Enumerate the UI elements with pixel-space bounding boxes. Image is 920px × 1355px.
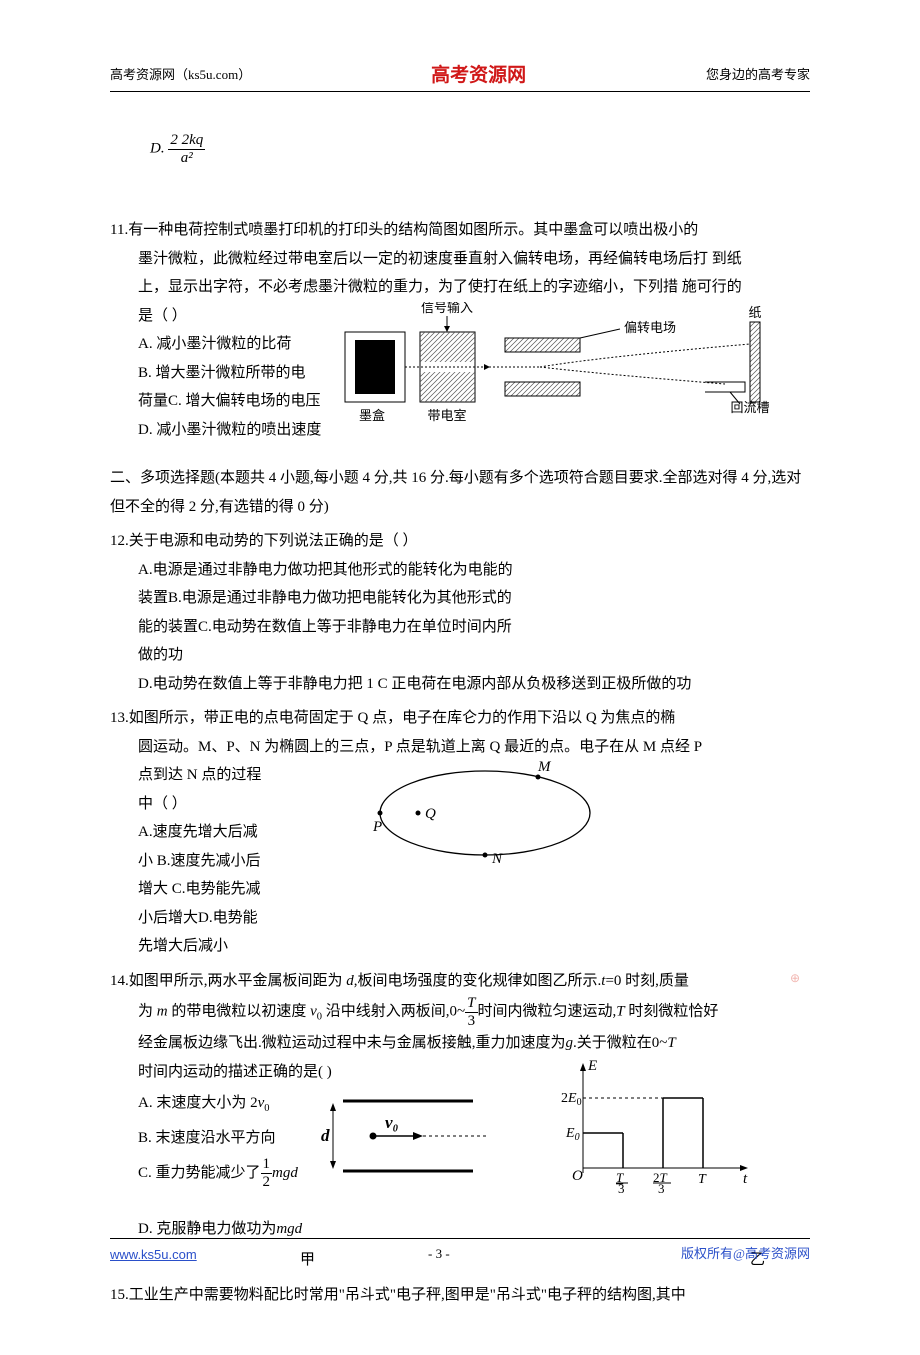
watermark-icon: ⊕ [790, 967, 800, 990]
svg-text:墨盒: 墨盒 [359, 408, 385, 423]
question-13: 13.如图所示，带正电的点电荷固定于 Q 点，电子在库仑力的作用下沿以 Q 为焦… [110, 704, 810, 961]
page-header: 高考资源网（ks5u.com） 高考资源网 您身边的高考专家 [110, 60, 810, 92]
svg-text:回流槽: 回流槽 [730, 400, 769, 415]
svg-text:信号输入: 信号输入 [421, 302, 473, 315]
svg-text:2E0: 2E0 [561, 1091, 582, 1108]
footer-left: www.ks5u.com [110, 1247, 197, 1262]
header-center: 高考资源网 [431, 60, 526, 87]
svg-text:M: M [537, 761, 552, 775]
footer-right: 版权所有@高考资源网 [681, 1243, 810, 1262]
section-2-header: 二、多项选择题(本题共 4 小题,每小题 4 分,共 16 分.每小题有多个选项… [110, 464, 810, 521]
svg-text:偏转电场: 偏转电场 [624, 320, 676, 335]
svg-text:E: E [587, 1058, 597, 1074]
q13-diagram: P Q M N [270, 761, 810, 877]
header-right: 您身边的高考专家 [706, 64, 810, 83]
svg-text:d: d [321, 1126, 330, 1145]
footer-page: - 3 - [428, 1246, 450, 1262]
q14-diagram-jia: d v₀ [313, 1086, 493, 1202]
q14-diagram-yi: E t O 2E0 E0 T 3 [558, 1058, 810, 1204]
question-14: 14.如图甲所示,两水平金属板间距为 d,板间电场强度的变化规律如图乙所示.t=… [110, 967, 810, 1275]
svg-text:t: t [743, 1171, 748, 1187]
header-left: 高考资源网（ks5u.com） [110, 64, 251, 83]
svg-text:v₀: v₀ [385, 1113, 399, 1132]
question-15: 15.工业生产中需要物料配比时常用"吊斗式"电子秤,图甲是"吊斗式"电子秤的结构… [110, 1281, 810, 1310]
svg-text:纸: 纸 [748, 305, 761, 320]
svg-text:Q: Q [425, 806, 436, 822]
svg-text:E0: E0 [565, 1126, 580, 1143]
q11-diagram: 墨盒 带电室 信号输入 [340, 302, 810, 443]
question-11: 11.有一种电荷控制式喷墨打印机的打印头的结构简图如图所示。其中墨盒可以喷出极小… [110, 216, 810, 444]
svg-text:T: T [698, 1172, 707, 1187]
prev-option-d: D. 2 2kq a² [150, 132, 810, 166]
svg-text:O: O [572, 1168, 583, 1184]
question-12: 12.关于电源和电动势的下列说法正确的是（ ） A.电源是通过非静电力做功把其他… [110, 527, 810, 698]
svg-text:带电室: 带电室 [427, 408, 466, 423]
svg-text:P: P [372, 819, 382, 835]
svg-text:N: N [491, 851, 503, 866]
page-footer: www.ks5u.com - 3 - 版权所有@高考资源网 [110, 1238, 810, 1262]
